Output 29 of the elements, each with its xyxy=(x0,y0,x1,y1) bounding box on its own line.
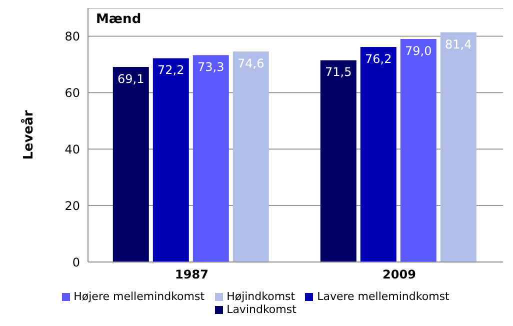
text: 72,2 xyxy=(158,63,184,78)
y-tick-label: 40 xyxy=(64,142,80,156)
text: 71,5 xyxy=(325,65,352,80)
legend-label: Højere mellemindkomst xyxy=(74,290,205,303)
legend-label: Lavere mellemindkomst xyxy=(317,290,450,303)
y-axis-title: Leveår xyxy=(20,110,37,160)
text: 79,0 xyxy=(405,44,432,58)
text: 74,6 xyxy=(238,56,264,70)
text: 76,2 xyxy=(365,52,392,66)
y-tick-label: 80 xyxy=(64,29,80,44)
bar xyxy=(440,32,476,262)
bar xyxy=(232,51,269,262)
y-tick-label: 60 xyxy=(64,86,80,100)
text: 69,1 xyxy=(118,72,144,86)
legend-label: Lavindkomst xyxy=(226,303,296,316)
bar xyxy=(152,58,189,262)
chart-title: Mænd xyxy=(96,12,142,27)
text: 73,3 xyxy=(198,60,224,74)
y-tick-label: 0 xyxy=(72,255,80,270)
x-tick-label: 2009 xyxy=(382,268,416,282)
legend-label: Højindkomst xyxy=(226,290,296,303)
bar xyxy=(112,66,149,262)
x-tick-label: 1987 xyxy=(175,268,208,282)
bar xyxy=(400,39,436,262)
text: 81,4 xyxy=(445,37,472,52)
bar xyxy=(320,60,356,262)
bar xyxy=(192,55,229,262)
y-tick-label: 20 xyxy=(64,198,80,213)
bar xyxy=(360,46,396,262)
